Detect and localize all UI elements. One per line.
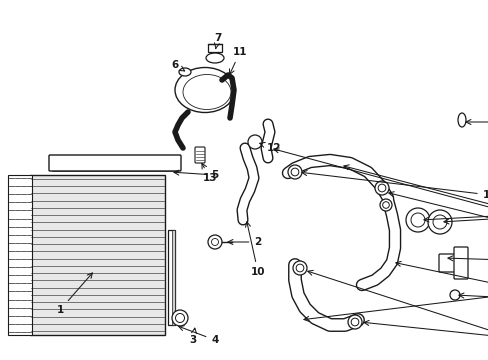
Text: 3: 3 [189, 328, 196, 345]
FancyBboxPatch shape [453, 247, 467, 279]
Text: 15: 15 [304, 290, 488, 321]
Circle shape [382, 202, 388, 208]
Circle shape [290, 168, 298, 176]
FancyBboxPatch shape [49, 155, 181, 171]
Circle shape [377, 184, 385, 192]
Circle shape [175, 314, 184, 323]
Ellipse shape [457, 113, 465, 127]
Text: 10: 10 [245, 222, 264, 277]
Text: 16: 16 [343, 165, 488, 230]
Text: 17: 17 [301, 171, 488, 200]
Text: 18: 18 [447, 256, 488, 273]
Text: 4: 4 [178, 326, 218, 345]
Text: 20: 20 [458, 293, 488, 315]
Ellipse shape [205, 53, 224, 63]
Text: 11: 11 [229, 47, 247, 75]
Circle shape [292, 261, 306, 275]
Text: 5: 5 [174, 170, 218, 180]
Text: 1: 1 [56, 273, 92, 315]
Ellipse shape [183, 75, 230, 109]
Circle shape [296, 264, 303, 272]
Circle shape [379, 199, 391, 211]
Text: 2: 2 [227, 237, 261, 247]
Bar [172, 230, 175, 325]
Circle shape [427, 210, 451, 234]
Text: 19: 19 [423, 200, 488, 222]
Circle shape [410, 213, 424, 227]
Ellipse shape [179, 68, 191, 76]
Bar [207, 44, 222, 52]
Bar [30, 175, 164, 335]
Bar [8, 175, 32, 335]
Circle shape [211, 238, 218, 246]
Circle shape [374, 181, 388, 195]
Circle shape [405, 208, 429, 232]
Circle shape [347, 315, 361, 329]
Circle shape [207, 235, 222, 249]
Circle shape [350, 318, 358, 326]
Ellipse shape [175, 68, 235, 112]
FancyBboxPatch shape [438, 254, 462, 272]
Text: 12: 12 [259, 143, 281, 153]
Text: 9: 9 [273, 148, 488, 215]
Circle shape [247, 135, 262, 149]
Circle shape [432, 215, 446, 229]
Circle shape [449, 290, 459, 300]
Text: 13: 13 [202, 163, 217, 183]
Circle shape [172, 310, 187, 326]
Text: 21: 21 [443, 200, 488, 224]
FancyBboxPatch shape [195, 147, 204, 163]
Text: 8: 8 [388, 192, 488, 253]
Text: 14: 14 [395, 261, 488, 315]
Text: 7: 7 [214, 33, 221, 49]
Text: 22: 22 [465, 117, 488, 127]
Bar [168, 230, 175, 325]
Circle shape [287, 165, 302, 179]
Text: 17: 17 [363, 320, 488, 357]
Text: 17: 17 [307, 270, 488, 350]
Text: 6: 6 [171, 60, 184, 71]
